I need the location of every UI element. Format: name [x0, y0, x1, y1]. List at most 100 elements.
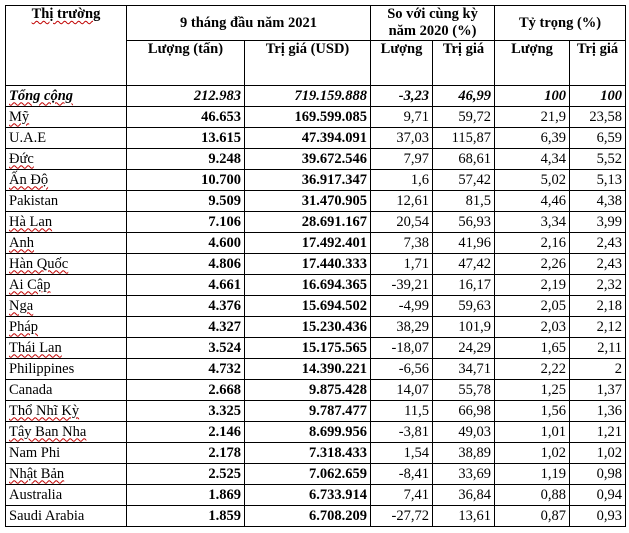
header-row-sub: Lượng (tấn) Trị giá (USD) Lượng Trị giá …: [6, 40, 627, 86]
header-period: 9 tháng đầu năm 2021: [125, 5, 372, 41]
share-value-cell: 2,18: [569, 295, 627, 317]
compare-value-cell: 81,5: [432, 190, 496, 212]
compare-volume-cell: 1,6: [370, 169, 434, 191]
market-name: Đức: [5, 148, 127, 170]
compare-volume-cell: 12,61: [370, 190, 434, 212]
share-volume-cell: 1,65: [494, 337, 571, 359]
volume-cell: 9.248: [126, 148, 245, 170]
compare-volume-cell: 38,29: [370, 316, 434, 338]
market-name: Anh: [5, 232, 127, 254]
value-cell: 15.175.565: [243, 337, 372, 359]
compare-volume-cell: -18,07: [370, 337, 434, 359]
volume-cell: 4.661: [126, 274, 245, 296]
compare-volume-cell: -3,81: [370, 421, 434, 443]
share-volume-cell: 2,19: [494, 274, 571, 296]
value-cell: 8.699.956: [243, 421, 372, 443]
compare-volume-cell: 37,03: [370, 127, 434, 149]
market-name: U.A.E: [5, 127, 127, 149]
share-value-cell: 1,02: [569, 442, 627, 464]
share-volume-cell: 21,9: [494, 106, 571, 128]
compare-volume-cell: 7,41: [370, 484, 434, 506]
share-value-cell: 2,32: [569, 274, 627, 296]
compare-volume-cell: -27,72: [370, 505, 434, 527]
share-volume-cell: 1,56: [494, 400, 571, 422]
share-value-cell: 3,99: [569, 211, 627, 233]
table-row: Saudi Arabia 1.859 6.708.209 -27,72 13,61 0,8…: [5, 505, 627, 527]
table-row: Ai Cập 4.661 16.694.365 -39,21 16,17 2,19 2,32: [5, 274, 627, 296]
volume-cell: 1.859: [126, 505, 245, 527]
compare-volume-cell: 7,97: [370, 148, 434, 170]
value-cell: 7.318.433: [243, 442, 372, 464]
market-name: Pháp: [5, 316, 127, 338]
header-compare-volume: Lượng: [370, 40, 434, 86]
share-volume-cell: 2,26: [494, 253, 571, 275]
market-name: Pakistan: [5, 190, 127, 212]
share-value-cell: 1,21: [569, 421, 627, 443]
compare-volume-cell: -39,21: [370, 274, 434, 296]
volume-cell: 46.653: [126, 106, 245, 128]
table-row: Tây Ban Nha 2.146 8.699.956 -3,81 49,03 1,01 1…: [5, 421, 627, 443]
header-share-volume: Lượng: [494, 40, 571, 86]
volume-cell: 2.668: [126, 379, 245, 401]
compare-value-cell: 36,84: [432, 484, 496, 506]
compare-value-cell: 34,71: [432, 358, 496, 380]
compare-volume-cell: 1,71: [370, 253, 434, 275]
market-name: Tây Ban Nha: [5, 421, 127, 443]
market-name: Philippines: [5, 358, 127, 380]
compare-value-cell: 46,99: [432, 85, 496, 107]
compare-value-cell: 38,89: [432, 442, 496, 464]
volume-cell: 9.509: [126, 190, 245, 212]
volume-cell: 212.983: [126, 85, 245, 107]
table-row: Thổ Nhĩ Kỳ 3.325 9.787.477 11,5 66,98 1,56 1,3…: [5, 400, 627, 422]
compare-value-cell: 57,42: [432, 169, 496, 191]
table-row: Hà Lan 7.106 28.691.167 20,54 56,93 3,34 3,99: [5, 211, 627, 233]
compare-volume-cell: 20,54: [370, 211, 434, 233]
compare-value-cell: 24,29: [432, 337, 496, 359]
share-volume-cell: 3,34: [494, 211, 571, 233]
value-cell: 17.492.401: [243, 232, 372, 254]
market-name: Ấn Độ: [5, 169, 127, 191]
table-row: Đức 9.248 39.672.546 7,97 68,61 4,34 5,52: [5, 148, 627, 170]
market-name: Saudi Arabia: [5, 505, 127, 527]
compare-value-cell: 68,61: [432, 148, 496, 170]
header-volume-tons: Lượng (tấn): [126, 40, 245, 86]
compare-value-cell: 115,87: [432, 127, 496, 149]
table-body: Tổng cộng 212.983 719.159.888 -3,23 46,99 100…: [5, 85, 627, 527]
volume-cell: 2.525: [126, 463, 245, 485]
header-row-top: Thị trường 9 tháng đầu năm 2021 So với c…: [5, 5, 627, 86]
share-volume-cell: 5,02: [494, 169, 571, 191]
market-name: Nhật Bản: [5, 463, 127, 485]
table-row: Anh 4.600 17.492.401 7,38 41,96 2,16 2,43: [5, 232, 627, 254]
compare-value-cell: 47,42: [432, 253, 496, 275]
share-volume-cell: 4,34: [494, 148, 571, 170]
share-value-cell: 4,38: [569, 190, 627, 212]
value-cell: 7.062.659: [243, 463, 372, 485]
volume-cell: 10.700: [126, 169, 245, 191]
share-value-cell: 2,43: [569, 253, 627, 275]
compare-value-cell: 16,17: [432, 274, 496, 296]
share-volume-cell: 1,02: [494, 442, 571, 464]
value-cell: 6.733.914: [243, 484, 372, 506]
volume-cell: 4.600: [126, 232, 245, 254]
compare-value-cell: 49,03: [432, 421, 496, 443]
compare-volume-cell: 14,07: [370, 379, 434, 401]
share-value-cell: 2,43: [569, 232, 627, 254]
share-value-cell: 0,98: [569, 463, 627, 485]
value-cell: 15.230.436: [243, 316, 372, 338]
table-row: Ấn Độ 10.700 36.917.347 1,6 57,42 5,02 5,13: [5, 169, 627, 191]
share-value-cell: 23,58: [569, 106, 627, 128]
compare-volume-cell: 11,5: [370, 400, 434, 422]
volume-cell: 3.325: [126, 400, 245, 422]
header-share-value: Trị giá: [569, 40, 627, 86]
table-row: Pakistan 9.509 31.470.905 12,61 81,5 4,46 4,38: [5, 190, 627, 212]
value-cell: 15.694.502: [243, 295, 372, 317]
table-row: Nga 4.376 15.694.502 -4,99 59,63 2,05 2,18: [5, 295, 627, 317]
share-volume-cell: 2,22: [494, 358, 571, 380]
volume-cell: 2.146: [126, 421, 245, 443]
total-row: Tổng cộng 212.983 719.159.888 -3,23 46,99 100…: [5, 85, 627, 107]
share-volume-cell: 1,25: [494, 379, 571, 401]
share-value-cell: 5,52: [569, 148, 627, 170]
market-name: Nam Phi: [5, 442, 127, 464]
table-row: Nhật Bản 2.525 7.062.659 -8,41 33,69 1,19 0,98: [5, 463, 627, 485]
compare-volume-cell: -3,23: [370, 85, 434, 107]
